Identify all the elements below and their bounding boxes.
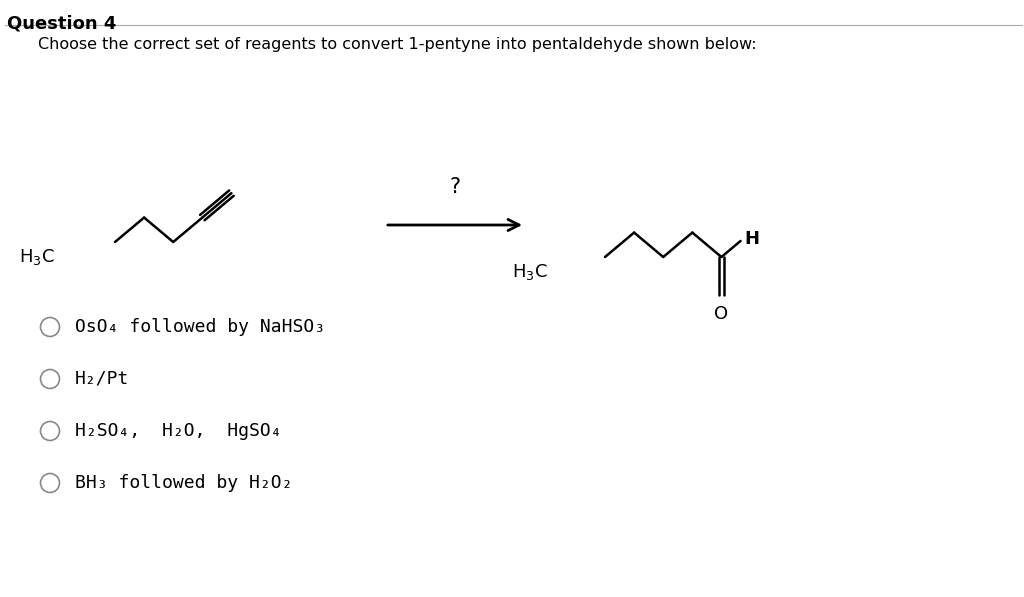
Text: BH₃ followed by H₂O₂: BH₃ followed by H₂O₂ <box>75 474 293 492</box>
Text: H₂/Pt: H₂/Pt <box>75 370 129 388</box>
Text: H$_3$C: H$_3$C <box>19 247 55 267</box>
Text: H₂SO₄,  H₂O,  HgSO₄: H₂SO₄, H₂O, HgSO₄ <box>75 422 282 440</box>
Text: O: O <box>715 305 728 323</box>
Text: H: H <box>744 230 760 248</box>
Text: H$_3$C: H$_3$C <box>512 262 548 282</box>
Text: Choose the correct set of reagents to convert 1-pentyne into pentaldehyde shown : Choose the correct set of reagents to co… <box>38 37 757 52</box>
Text: Question 4: Question 4 <box>7 15 117 33</box>
Text: ?: ? <box>450 177 461 197</box>
Text: OsO₄ followed by NaHSO₃: OsO₄ followed by NaHSO₃ <box>75 318 326 336</box>
